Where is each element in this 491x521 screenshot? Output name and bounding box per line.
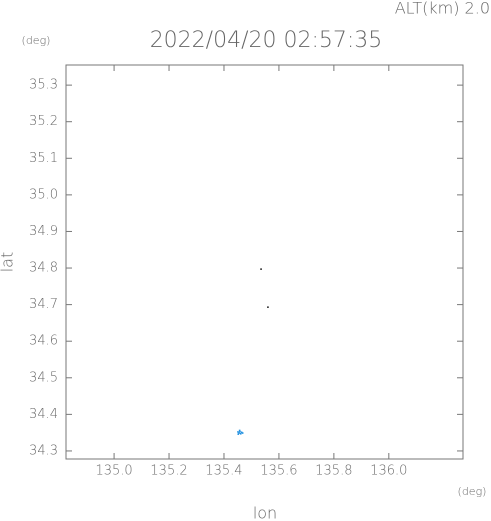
plot-frame bbox=[65, 64, 464, 460]
y-tick-label: 34.4 bbox=[29, 407, 58, 422]
x-tick-label: 135.0 bbox=[95, 464, 132, 479]
y-tick-label: 34.6 bbox=[29, 334, 58, 349]
y-unit: (deg) bbox=[22, 34, 51, 47]
x-unit: (deg) bbox=[458, 485, 487, 498]
point bbox=[237, 431, 239, 433]
point bbox=[267, 306, 269, 308]
point bbox=[237, 433, 240, 435]
y-tick-label: 35.2 bbox=[29, 114, 58, 129]
point bbox=[239, 432, 242, 435]
point bbox=[241, 432, 244, 434]
y-tick-label: 35.0 bbox=[29, 187, 58, 202]
point bbox=[238, 429, 241, 432]
point bbox=[239, 430, 241, 433]
y-tick-label: 35.1 bbox=[29, 151, 58, 166]
x-tick-label: 135.2 bbox=[150, 464, 187, 479]
y-tick-label: 34.7 bbox=[29, 297, 58, 312]
y-tick-label: 34.9 bbox=[29, 224, 58, 239]
x-tick-label: 135.4 bbox=[205, 464, 242, 479]
x-axis-label: lon bbox=[253, 504, 277, 521]
chart-title: 2022/04/20 02:57:35 bbox=[150, 28, 383, 53]
annotation: ALT(km) 2.0 bbox=[395, 0, 490, 18]
y-tick-label: 34.5 bbox=[29, 370, 58, 385]
y-tick-label: 34.3 bbox=[29, 443, 58, 458]
point bbox=[238, 432, 240, 434]
y-tick-label: 34.8 bbox=[29, 261, 58, 276]
y-tick-label: 35.3 bbox=[29, 78, 58, 93]
x-tick-label: 136.0 bbox=[370, 464, 407, 479]
x-tick-label: 135.8 bbox=[315, 464, 352, 479]
point bbox=[240, 431, 243, 434]
x-tick-label: 135.6 bbox=[260, 464, 297, 479]
y-axis-label: lat bbox=[0, 252, 17, 273]
point bbox=[260, 268, 262, 270]
